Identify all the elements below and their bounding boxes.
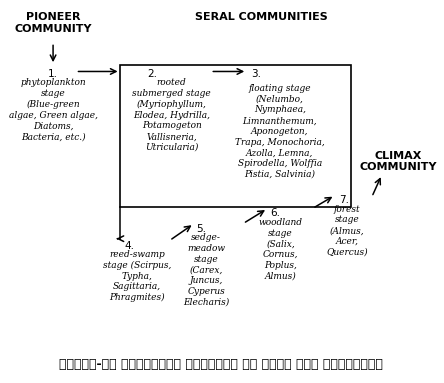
- Text: 1.: 1.: [48, 69, 58, 79]
- Text: reed-swamp
stage (Scirpus,
Typha,
Sagittaria,
Phragmites): reed-swamp stage (Scirpus, Typha, Sagitt…: [103, 250, 171, 302]
- Text: SERAL COMMUNITIES: SERAL COMMUNITIES: [195, 12, 328, 22]
- Text: phytoplankton
stage
(Blue-green
algae, Green algae,
Diatoms,
Bacteria, etc.): phytoplankton stage (Blue-green algae, G…: [8, 78, 98, 141]
- Text: PIONEER
COMMUNITY: PIONEER COMMUNITY: [14, 12, 92, 34]
- Bar: [120, 65, 351, 206]
- Text: 2.: 2.: [147, 69, 157, 79]
- Text: rooted
submerged stage
(Myriophyllum,
Elodea, Hydrilla,
Potamogeton
Vallisneria,: rooted submerged stage (Myriophyllum, El…: [132, 78, 211, 152]
- Text: 4.: 4.: [125, 241, 135, 250]
- Text: 6.: 6.: [270, 208, 281, 218]
- Text: CLIMAX
COMMUNITY: CLIMAX COMMUNITY: [360, 151, 437, 172]
- Text: 5.: 5.: [196, 224, 206, 234]
- Text: 3.: 3.: [251, 69, 261, 79]
- Text: 7.: 7.: [339, 195, 349, 205]
- Text: चित्र-एक जलक्रमकी अनुक्रम की दिशा तथा अवस्थाएँ: चित्र-एक जलक्रमकी अनुक्रम की दिशा तथा अव…: [59, 358, 383, 371]
- Text: sedge-
meadow
stage
(Carex,
Juncus,
Cyperus
Elecharis): sedge- meadow stage (Carex, Juncus, Cype…: [183, 233, 230, 306]
- Text: forest
stage
(Almus,
Acer,
Quercus): forest stage (Almus, Acer, Quercus): [326, 205, 368, 257]
- Text: woodland
stage
(Salix,
Cornus,
Poplus,
Almus): woodland stage (Salix, Cornus, Poplus, A…: [258, 218, 303, 281]
- Text: floating stage
(Nelumbo,
Nymphaea,
Limnanthemum,
Aponogeton,
Trapa, Monochoria,
: floating stage (Nelumbo, Nymphaea, Limna…: [235, 84, 325, 179]
